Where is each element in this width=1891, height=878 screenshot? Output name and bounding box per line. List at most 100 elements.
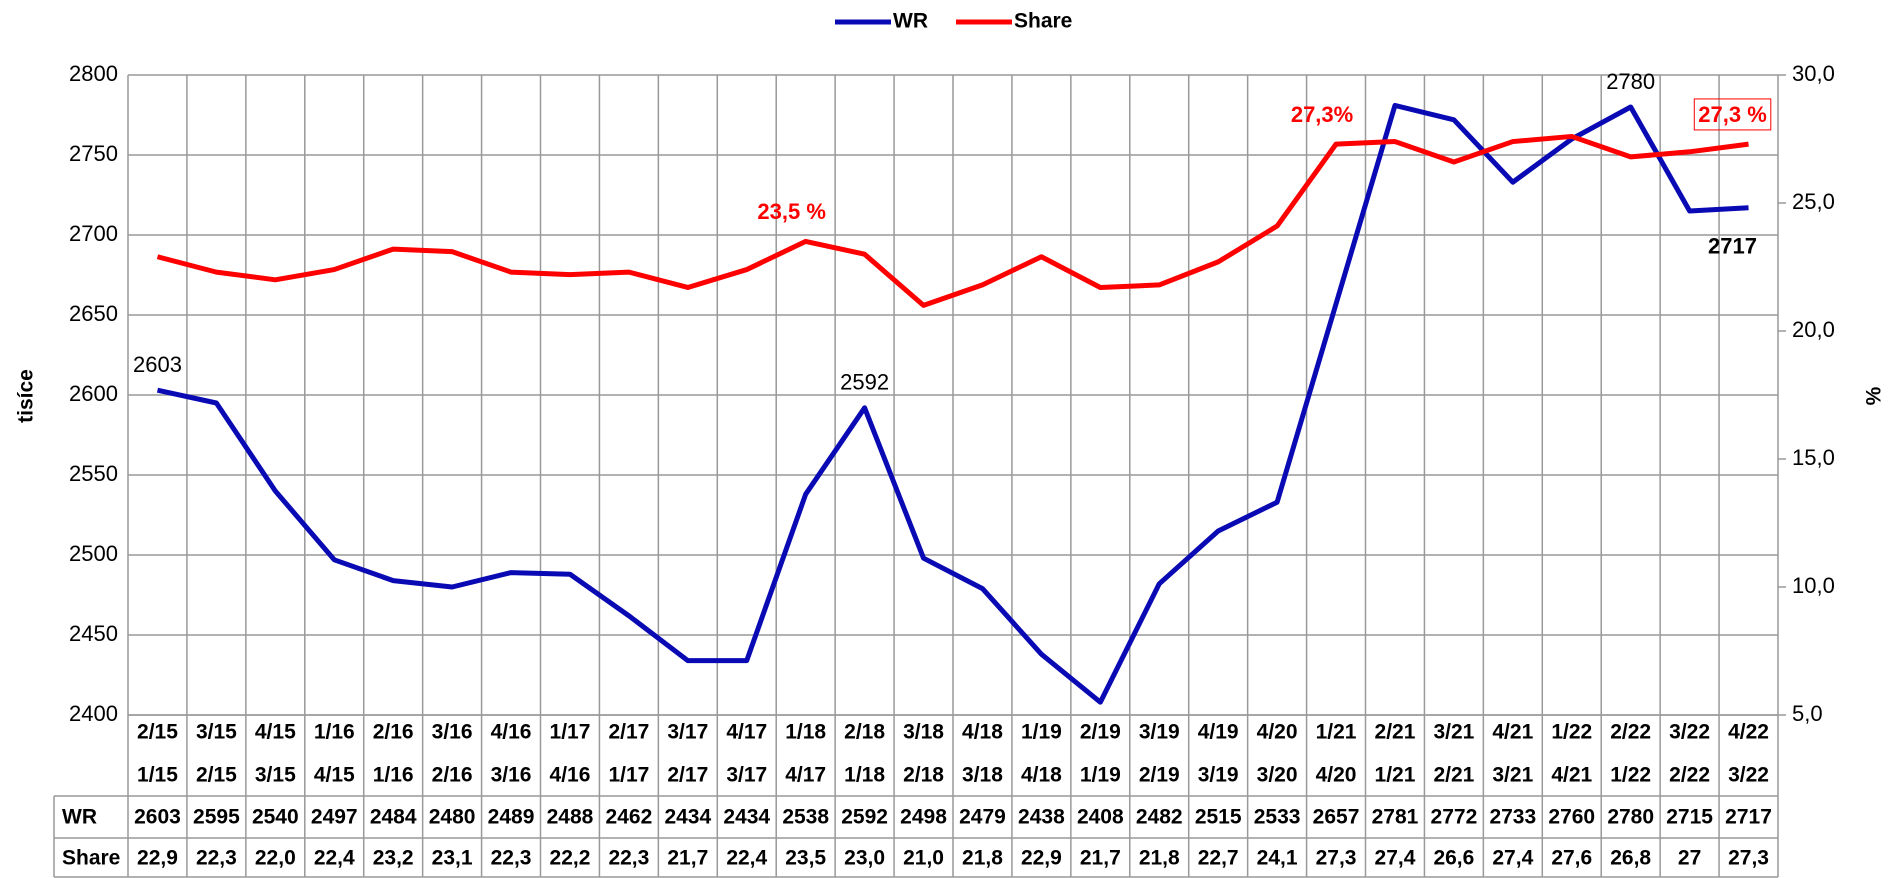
x-tick-label: 4/15 bbox=[255, 721, 296, 744]
table-cell: 22,0 bbox=[255, 847, 296, 870]
x-tick-label: 4/18 bbox=[962, 721, 1003, 744]
y-tick-label: 2500 bbox=[69, 541, 118, 566]
table-cell: 21,7 bbox=[667, 847, 708, 870]
x-tick-label: 3/20 bbox=[1257, 764, 1298, 787]
x-tick-label: 2/22 bbox=[1669, 764, 1710, 787]
table-cell: 27,3 bbox=[1316, 847, 1357, 870]
table-cell: 2482 bbox=[1136, 806, 1183, 829]
table-cell: 2760 bbox=[1548, 806, 1595, 829]
x-tick-label: 1/17 bbox=[550, 721, 591, 744]
table-cell: 22,7 bbox=[1198, 847, 1239, 870]
table-cell: 2603 bbox=[134, 806, 181, 829]
table-cell: 2538 bbox=[782, 806, 829, 829]
table-cell: 2434 bbox=[723, 806, 770, 829]
x-tick-label: 3/17 bbox=[726, 764, 767, 787]
table-cell: 2717 bbox=[1725, 806, 1772, 829]
table-cell: 2592 bbox=[841, 806, 888, 829]
table-cell: 2780 bbox=[1607, 806, 1654, 829]
x-tick-label: 1/21 bbox=[1375, 764, 1416, 787]
table-cell: 2772 bbox=[1431, 806, 1478, 829]
x-tick-label: 1/16 bbox=[373, 764, 414, 787]
table-cell: 22,9 bbox=[137, 847, 178, 870]
table-cell: 2733 bbox=[1489, 806, 1536, 829]
table-cell: 27 bbox=[1678, 847, 1701, 870]
x-tick-label: 4/17 bbox=[726, 721, 767, 744]
point-label: 27,3 % bbox=[1698, 102, 1767, 127]
x-tick-label: 4/16 bbox=[550, 764, 591, 787]
table-cell: 2434 bbox=[664, 806, 711, 829]
y-tick-label: 2700 bbox=[69, 221, 118, 246]
point-label: 2592 bbox=[840, 370, 889, 395]
table-cell: 23,5 bbox=[785, 847, 826, 870]
x-tick-label: 2/21 bbox=[1433, 764, 1474, 787]
line-series bbox=[156, 133, 1749, 308]
x-tick-label: 3/21 bbox=[1492, 764, 1533, 787]
x-tick-label: 3/15 bbox=[255, 764, 296, 787]
table-cell: 2497 bbox=[311, 806, 358, 829]
y2-tick-label: 25,0 bbox=[1792, 189, 1835, 214]
y2-tick-label: 15,0 bbox=[1792, 445, 1835, 470]
table-cell: 27,3 bbox=[1728, 847, 1769, 870]
table-cell: 2595 bbox=[193, 806, 240, 829]
x-tick-label: 3/18 bbox=[962, 764, 1003, 787]
table-cell: 2480 bbox=[429, 806, 476, 829]
table-cell: 22,3 bbox=[491, 847, 532, 870]
x-tick-label: 2/19 bbox=[1139, 764, 1180, 787]
x-tick-label: 1/18 bbox=[785, 721, 826, 744]
table-cell: 21,0 bbox=[903, 847, 944, 870]
table-cell: 2781 bbox=[1372, 806, 1419, 829]
table-cell: 22,4 bbox=[314, 847, 355, 870]
y-tick-label: 2800 bbox=[69, 61, 118, 86]
table-cell: 2657 bbox=[1313, 806, 1360, 829]
table-cell: 26,8 bbox=[1610, 847, 1651, 870]
x-tick-label: 4/20 bbox=[1316, 764, 1357, 787]
y-tick-label: 2450 bbox=[69, 621, 118, 646]
table-cell: 2479 bbox=[959, 806, 1006, 829]
x-tick-label: 3/15 bbox=[196, 721, 237, 744]
table-cell: 22,3 bbox=[196, 847, 237, 870]
x-tick-label: 1/21 bbox=[1316, 721, 1357, 744]
point-label: 2717 bbox=[1708, 234, 1757, 259]
x-tick-label: 4/22 bbox=[1728, 721, 1769, 744]
x-tick-label: 3/21 bbox=[1433, 721, 1474, 744]
point-label: 27,3% bbox=[1291, 102, 1353, 127]
x-tick-label: 4/17 bbox=[785, 764, 826, 787]
table-cell: 22,4 bbox=[726, 847, 767, 870]
legend-label: Share bbox=[1014, 10, 1072, 33]
table-cell: 23,2 bbox=[373, 847, 414, 870]
table-cell: 2715 bbox=[1666, 806, 1713, 829]
table-cell: 21,7 bbox=[1080, 847, 1121, 870]
table-cell: 27,4 bbox=[1492, 847, 1533, 870]
x-tick-label: 4/15 bbox=[314, 764, 355, 787]
table-cell: 23,1 bbox=[432, 847, 473, 870]
point-label: 2780 bbox=[1606, 69, 1655, 94]
x-tick-label: 4/18 bbox=[1021, 764, 1062, 787]
table-cell: 2489 bbox=[488, 806, 535, 829]
y2-tick-label: 20,0 bbox=[1792, 317, 1835, 342]
x-tick-label: 2/16 bbox=[432, 764, 473, 787]
table-cell: 27,6 bbox=[1551, 847, 1592, 870]
y-axis-label: tisíce bbox=[15, 369, 38, 423]
x-tick-label: 4/16 bbox=[491, 721, 532, 744]
x-tick-label: 1/22 bbox=[1551, 721, 1592, 744]
x-tick-label: 2/16 bbox=[373, 721, 414, 744]
x-tick-label: 2/18 bbox=[903, 764, 944, 787]
x-tick-label: 2/19 bbox=[1080, 721, 1121, 744]
x-tick-label: 1/18 bbox=[844, 764, 885, 787]
x-tick-label: 4/19 bbox=[1198, 721, 1239, 744]
legend-label: WR bbox=[893, 10, 928, 33]
x-tick-label: 3/19 bbox=[1139, 721, 1180, 744]
table-cell: 27,4 bbox=[1375, 847, 1416, 870]
table-cell: 22,9 bbox=[1021, 847, 1062, 870]
table-cell: 22,2 bbox=[550, 847, 591, 870]
table-cell: 21,8 bbox=[962, 847, 1003, 870]
table-row-header: WR bbox=[62, 806, 97, 829]
table-cell: 24,1 bbox=[1257, 847, 1298, 870]
x-tick-label: 1/17 bbox=[608, 764, 649, 787]
y-tick-label: 2600 bbox=[69, 381, 118, 406]
x-tick-label: 1/19 bbox=[1021, 721, 1062, 744]
x-tick-label: 3/19 bbox=[1198, 764, 1239, 787]
x-tick-label: 2/22 bbox=[1610, 721, 1651, 744]
x-tick-label: 2/21 bbox=[1375, 721, 1416, 744]
x-tick-label: 4/20 bbox=[1257, 721, 1298, 744]
